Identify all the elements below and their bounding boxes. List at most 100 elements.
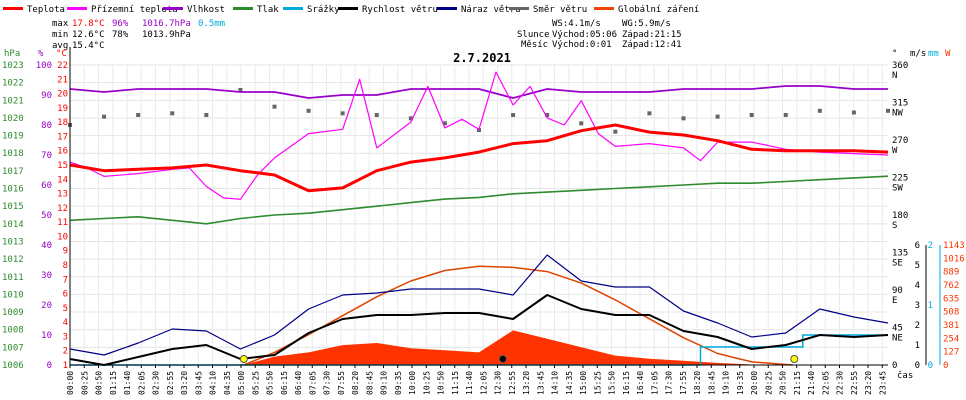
info-slunce-zapad: Západ:21:15 xyxy=(622,30,682,40)
x-tick-label: 14:10 xyxy=(551,371,560,395)
wind-dir-point xyxy=(477,128,481,132)
wind-dir-point xyxy=(613,129,618,134)
pct-tick-label: 40 xyxy=(41,241,52,251)
legend-swatch xyxy=(283,7,303,10)
x-tick-label: 18:45 xyxy=(707,371,716,395)
legend-swatch xyxy=(67,7,87,10)
sunset-marker xyxy=(790,355,799,363)
degc-tick-label: 14 xyxy=(57,175,68,185)
wind-dir-point xyxy=(783,113,788,117)
w-tick-label: 762 xyxy=(943,281,959,291)
dir-compass-label: NW xyxy=(892,109,903,119)
mm-tick-label: 1 xyxy=(928,301,933,311)
hpa-tick-label: 1016 xyxy=(2,185,24,195)
radiation-area xyxy=(70,330,888,365)
ms-tick-label: 0 xyxy=(915,361,920,371)
hpa-tick-label: 1022 xyxy=(2,79,24,89)
x-tick-label: 07:55 xyxy=(337,371,346,395)
ms-tick-label: 3 xyxy=(915,301,920,311)
wind-dir-point xyxy=(374,113,379,117)
pct-tick-label: 30 xyxy=(41,271,52,281)
degc-tick-label: 9 xyxy=(63,247,68,257)
dir-compass-label: NE xyxy=(892,334,903,344)
hpa-tick-label: 1010 xyxy=(2,290,24,300)
pct-axis-label: % xyxy=(38,49,44,59)
wind-gust-line xyxy=(69,254,889,356)
wind-dir-point xyxy=(170,111,175,116)
stat-avg-temp: 15.4°C xyxy=(72,41,105,51)
x-tick-label: 02:55 xyxy=(166,371,175,395)
pct-tick-label: 60 xyxy=(41,181,52,191)
degc-tick-label: 21 xyxy=(57,75,68,85)
wind-dir-point xyxy=(238,88,243,92)
x-tick-label: 15:25 xyxy=(593,371,602,395)
info-block: WS:4.1m/s WG:5.9m/s Slunce Východ:05:06 … xyxy=(517,19,682,50)
wind-dir-point xyxy=(715,114,720,119)
legend-swatch xyxy=(338,7,358,10)
x-tick-label: 03:20 xyxy=(180,371,189,395)
x-tick-label: 12:05 xyxy=(479,371,488,395)
clear-sky-radiation-line xyxy=(243,265,793,366)
hpa-tick-label: 1019 xyxy=(2,132,24,142)
stat-min-temp: 12.6°C xyxy=(72,30,105,40)
degc-tick-label: 12 xyxy=(57,204,68,214)
stat-max-rain: 0.5mm xyxy=(198,19,225,29)
degc-tick-label: 4 xyxy=(63,318,68,328)
dir-tick-label: 180 xyxy=(892,211,908,221)
degc-tick-label: 2 xyxy=(63,347,68,357)
legend-label: Směr větru xyxy=(533,5,587,15)
x-tick-label: 20:25 xyxy=(764,371,773,395)
pct-tick-label: 0 xyxy=(47,361,52,371)
legend-label: Přízemní teplota xyxy=(91,5,178,15)
pct-tick-label: 20 xyxy=(41,301,52,311)
stat-max-hum: 96% xyxy=(112,19,129,29)
x-tick-label: 10:00 xyxy=(408,371,417,395)
hpa-tick-label: 1017 xyxy=(2,167,24,177)
x-tick-label: 07:05 xyxy=(308,371,317,395)
dir-tick-label: 90 xyxy=(892,286,903,296)
wind-dir-point xyxy=(545,113,550,117)
wind-dir-point xyxy=(817,108,822,113)
ground-temperature-line xyxy=(69,71,889,200)
w-tick-label: 1143 xyxy=(943,241,965,251)
x-tick-label: 15:50 xyxy=(608,371,617,395)
stat-min-hum: 78% xyxy=(112,30,129,40)
x-tick-label: 19:10 xyxy=(722,371,731,395)
ms-tick-label: 6 xyxy=(915,241,920,251)
dir-compass-label: S xyxy=(892,221,897,231)
degc-tick-label: 16 xyxy=(57,147,68,157)
x-tick-label: 20:00 xyxy=(750,371,759,395)
x-tick-label: 20:50 xyxy=(779,371,788,395)
hpa-tick-label: 1011 xyxy=(2,273,24,283)
info-mesic-vychod: Východ:0:01 xyxy=(552,40,612,50)
mm-axis-label: mm xyxy=(928,49,939,59)
moonset-marker xyxy=(498,355,507,363)
info-wg: WG:5.9m/s xyxy=(622,19,671,29)
x-tick-label: 21:15 xyxy=(793,371,802,395)
hpa-tick-label: 1013 xyxy=(2,237,24,247)
info-slunce-vychod: Východ:05:06 xyxy=(552,30,617,40)
w-tick-label: 0 xyxy=(943,361,948,371)
wind-dir-point xyxy=(647,111,652,116)
axes: hPa% °C1023102210211020101910181017101610… xyxy=(2,47,965,395)
x-tick-label: 12:55 xyxy=(508,371,517,395)
x-tick-label: 13:45 xyxy=(536,371,545,395)
x-tick-label: 05:25 xyxy=(251,371,260,395)
legend-swatch xyxy=(233,7,253,10)
w-tick-label: 508 xyxy=(943,308,959,318)
x-tick-label: 00:25 xyxy=(80,371,89,395)
hpa-tick-label: 1008 xyxy=(2,326,24,336)
x-tick-label: 22:55 xyxy=(850,371,859,395)
stat-min-press: 1013.9hPa xyxy=(142,30,191,40)
hpa-tick-label: 1021 xyxy=(2,96,24,106)
stat-max-temp: 17.8°C xyxy=(72,19,105,29)
degc-tick-label: 8 xyxy=(63,261,68,271)
x-tick-label: 02:30 xyxy=(152,371,161,395)
ms-tick-label: 2 xyxy=(915,321,920,331)
wind-speed-line xyxy=(69,294,889,366)
degc-tick-label: 10 xyxy=(57,232,68,242)
hpa-tick-label: 1023 xyxy=(2,61,24,71)
wind-dir-point xyxy=(511,113,516,117)
wind-dir-point xyxy=(886,108,890,113)
w-tick-label: 381 xyxy=(943,321,959,331)
